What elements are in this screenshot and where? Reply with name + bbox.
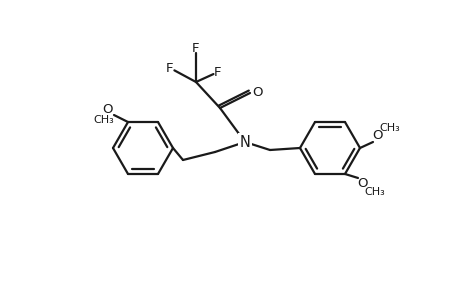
- Text: O: O: [357, 178, 368, 190]
- Text: N: N: [239, 134, 250, 149]
- Text: O: O: [102, 103, 113, 116]
- Text: O: O: [372, 128, 382, 142]
- Text: O: O: [252, 85, 263, 98]
- Text: CH₃: CH₃: [364, 187, 385, 197]
- Text: F: F: [192, 41, 199, 55]
- Text: CH₃: CH₃: [94, 115, 114, 125]
- Text: F: F: [214, 65, 221, 79]
- Text: F: F: [166, 61, 174, 74]
- Text: CH₃: CH₃: [379, 123, 399, 133]
